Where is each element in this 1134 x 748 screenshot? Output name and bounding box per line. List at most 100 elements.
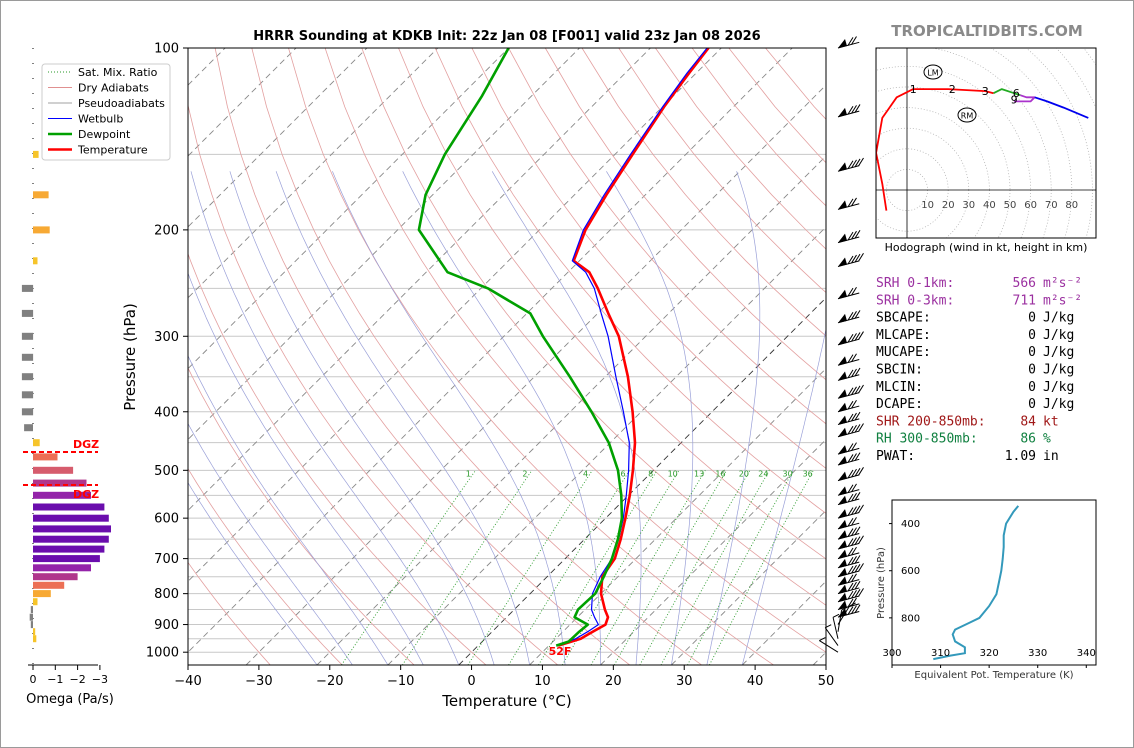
wind-barb — [837, 483, 860, 496]
lm-label: LM — [927, 69, 938, 78]
mixing-ratio-line — [402, 470, 533, 665]
mixing-ratio-line — [508, 470, 631, 665]
wind-barbs-column — [819, 36, 864, 653]
pressure-tick-label: 100 — [154, 42, 179, 57]
mixing-ratio-label: 30 — [783, 470, 793, 479]
index-value: 0 — [1028, 328, 1036, 343]
pseudoadiabat — [188, 354, 389, 665]
omega-panel: DGZ DGZ 0 −1 −2 −3 Omega (Pa/s) — [21, 48, 114, 707]
omega-bar — [33, 535, 109, 543]
omega-bar — [33, 439, 40, 447]
dry-adiabat — [361, 48, 826, 606]
theta-e-x-ticks: 300 310 320 330 340 — [882, 648, 1096, 668]
hodograph-segment — [1014, 94, 1036, 103]
pressure-tick-label: 200 — [154, 223, 179, 238]
pressure-tick-label: 800 — [154, 587, 179, 602]
dry-adiabat — [251, 48, 702, 665]
theta-e-x-tick-label: 310 — [931, 648, 950, 659]
mixing-ratio-line — [341, 470, 476, 665]
hodograph-height-label: 9 — [1011, 93, 1018, 106]
wind-barb — [837, 517, 860, 530]
omega-bar — [33, 191, 49, 199]
omega-bar — [21, 284, 34, 292]
pressure-axis-ticks: 100 200 300 400 500 600 700 800 900 1000 — [146, 42, 188, 661]
mixing-ratio-line — [687, 470, 794, 665]
index-unit: m²s⁻² — [1043, 276, 1082, 291]
wind-barb — [837, 606, 848, 632]
lm-marker — [923, 64, 943, 80]
index-label: RH 300-850mb: — [876, 432, 978, 447]
dry-adiabat — [765, 48, 826, 120]
index-value: 0 — [1028, 345, 1036, 360]
sounding-indices-table: SRH 0-1km: 566 m²s⁻² SRH 0-3km: 711 m²s⁻² SBCA… — [876, 276, 1082, 464]
index-value: 1.09 — [1005, 449, 1036, 464]
omega-axis-label: Omega (Pa/s) — [26, 692, 114, 707]
pressure-tick-label: 500 — [154, 464, 179, 479]
index-label: MUCAPE: — [876, 345, 931, 360]
pseudoadiabat — [706, 171, 761, 665]
isotherm — [458, 297, 826, 665]
index-unit: % — [1043, 432, 1051, 447]
omega-bar — [24, 424, 33, 432]
index-unit: kt — [1043, 414, 1059, 429]
wind-barb — [837, 452, 861, 466]
dry-adiabat — [188, 561, 271, 665]
mixing-ratio-label: 8 — [648, 470, 653, 479]
legend-label-dewpoint: Dewpoint — [78, 128, 131, 141]
index-unit: J/kg — [1043, 380, 1074, 395]
rm-marker — [957, 107, 977, 123]
index-row: SRH 0-3km: 711 m²s⁻² — [876, 293, 1082, 308]
pseudoadiabat — [229, 171, 495, 665]
mixing-ratio-label: 20 — [739, 470, 749, 479]
temperature-axis-label: Temperature (°C) — [441, 692, 571, 710]
omega-bar — [33, 573, 78, 581]
mixing-ratio-label: 2 — [522, 470, 527, 479]
index-label: PWAT: — [876, 449, 915, 464]
dry-adiabat — [544, 48, 826, 381]
theta-e-y-tick-label: 800 — [901, 613, 920, 624]
isotherm — [316, 155, 826, 665]
omega-tick-label: −2 — [69, 673, 85, 686]
index-label: SRH 0-3km: — [876, 293, 954, 308]
hodograph-segment — [876, 88, 994, 211]
wind-barb — [832, 613, 840, 639]
omega-bar — [33, 257, 38, 265]
index-value: 0 — [1028, 397, 1036, 412]
skewt-panel: 1 2 4 6 8 10 13 16 20 24 30 36 10020030040050060070… — [41, 36, 864, 710]
mixing-ratio-line — [538, 470, 658, 665]
wind-barb — [837, 384, 864, 399]
pressure-tick-label: 600 — [154, 512, 179, 527]
omega-bar — [29, 613, 33, 621]
pressure-tick-label: 400 — [154, 405, 179, 420]
pressure-tick-label: 300 — [154, 330, 179, 345]
index-value: 86 — [1020, 432, 1036, 447]
hodograph-segment — [1034, 96, 1089, 119]
theta-e-profile-line — [933, 505, 1020, 661]
theta-e-x-tick-label: 300 — [882, 648, 901, 659]
omega-bar — [21, 332, 34, 340]
index-row: MLCAPE: 0 J/kg — [876, 328, 1074, 343]
mixing-ratio-label: 36 — [803, 470, 813, 479]
wind-barb — [837, 353, 860, 366]
wind-barb — [837, 563, 864, 578]
dry-adiabat — [188, 252, 487, 665]
isotherm — [812, 651, 826, 665]
pseudoadiabat — [606, 171, 694, 665]
mixing-ratio-labels: 1 2 4 6 8 10 13 16 20 24 30 36 — [466, 470, 813, 479]
index-unit: m²s⁻² — [1043, 293, 1082, 308]
mixing-ratio-label: 6 — [621, 470, 626, 479]
hodograph-ring-label: 60 — [1024, 200, 1037, 211]
mixing-ratio-line — [590, 470, 706, 665]
mixing-ratio-label: 1 — [466, 470, 471, 479]
mixing-ratio-label: 13 — [694, 470, 704, 479]
wind-barb — [837, 423, 864, 438]
hodograph-height-label: 3 — [982, 85, 989, 98]
isotherm — [387, 226, 826, 665]
rm-label: RM — [961, 112, 974, 121]
trace-dewpoint — [417, 48, 624, 647]
index-label: SRH 0-1km: — [876, 276, 954, 291]
pseudoadiabat — [491, 171, 642, 665]
temperature-tick-label: −10 — [387, 674, 414, 689]
omega-bar — [33, 635, 37, 643]
